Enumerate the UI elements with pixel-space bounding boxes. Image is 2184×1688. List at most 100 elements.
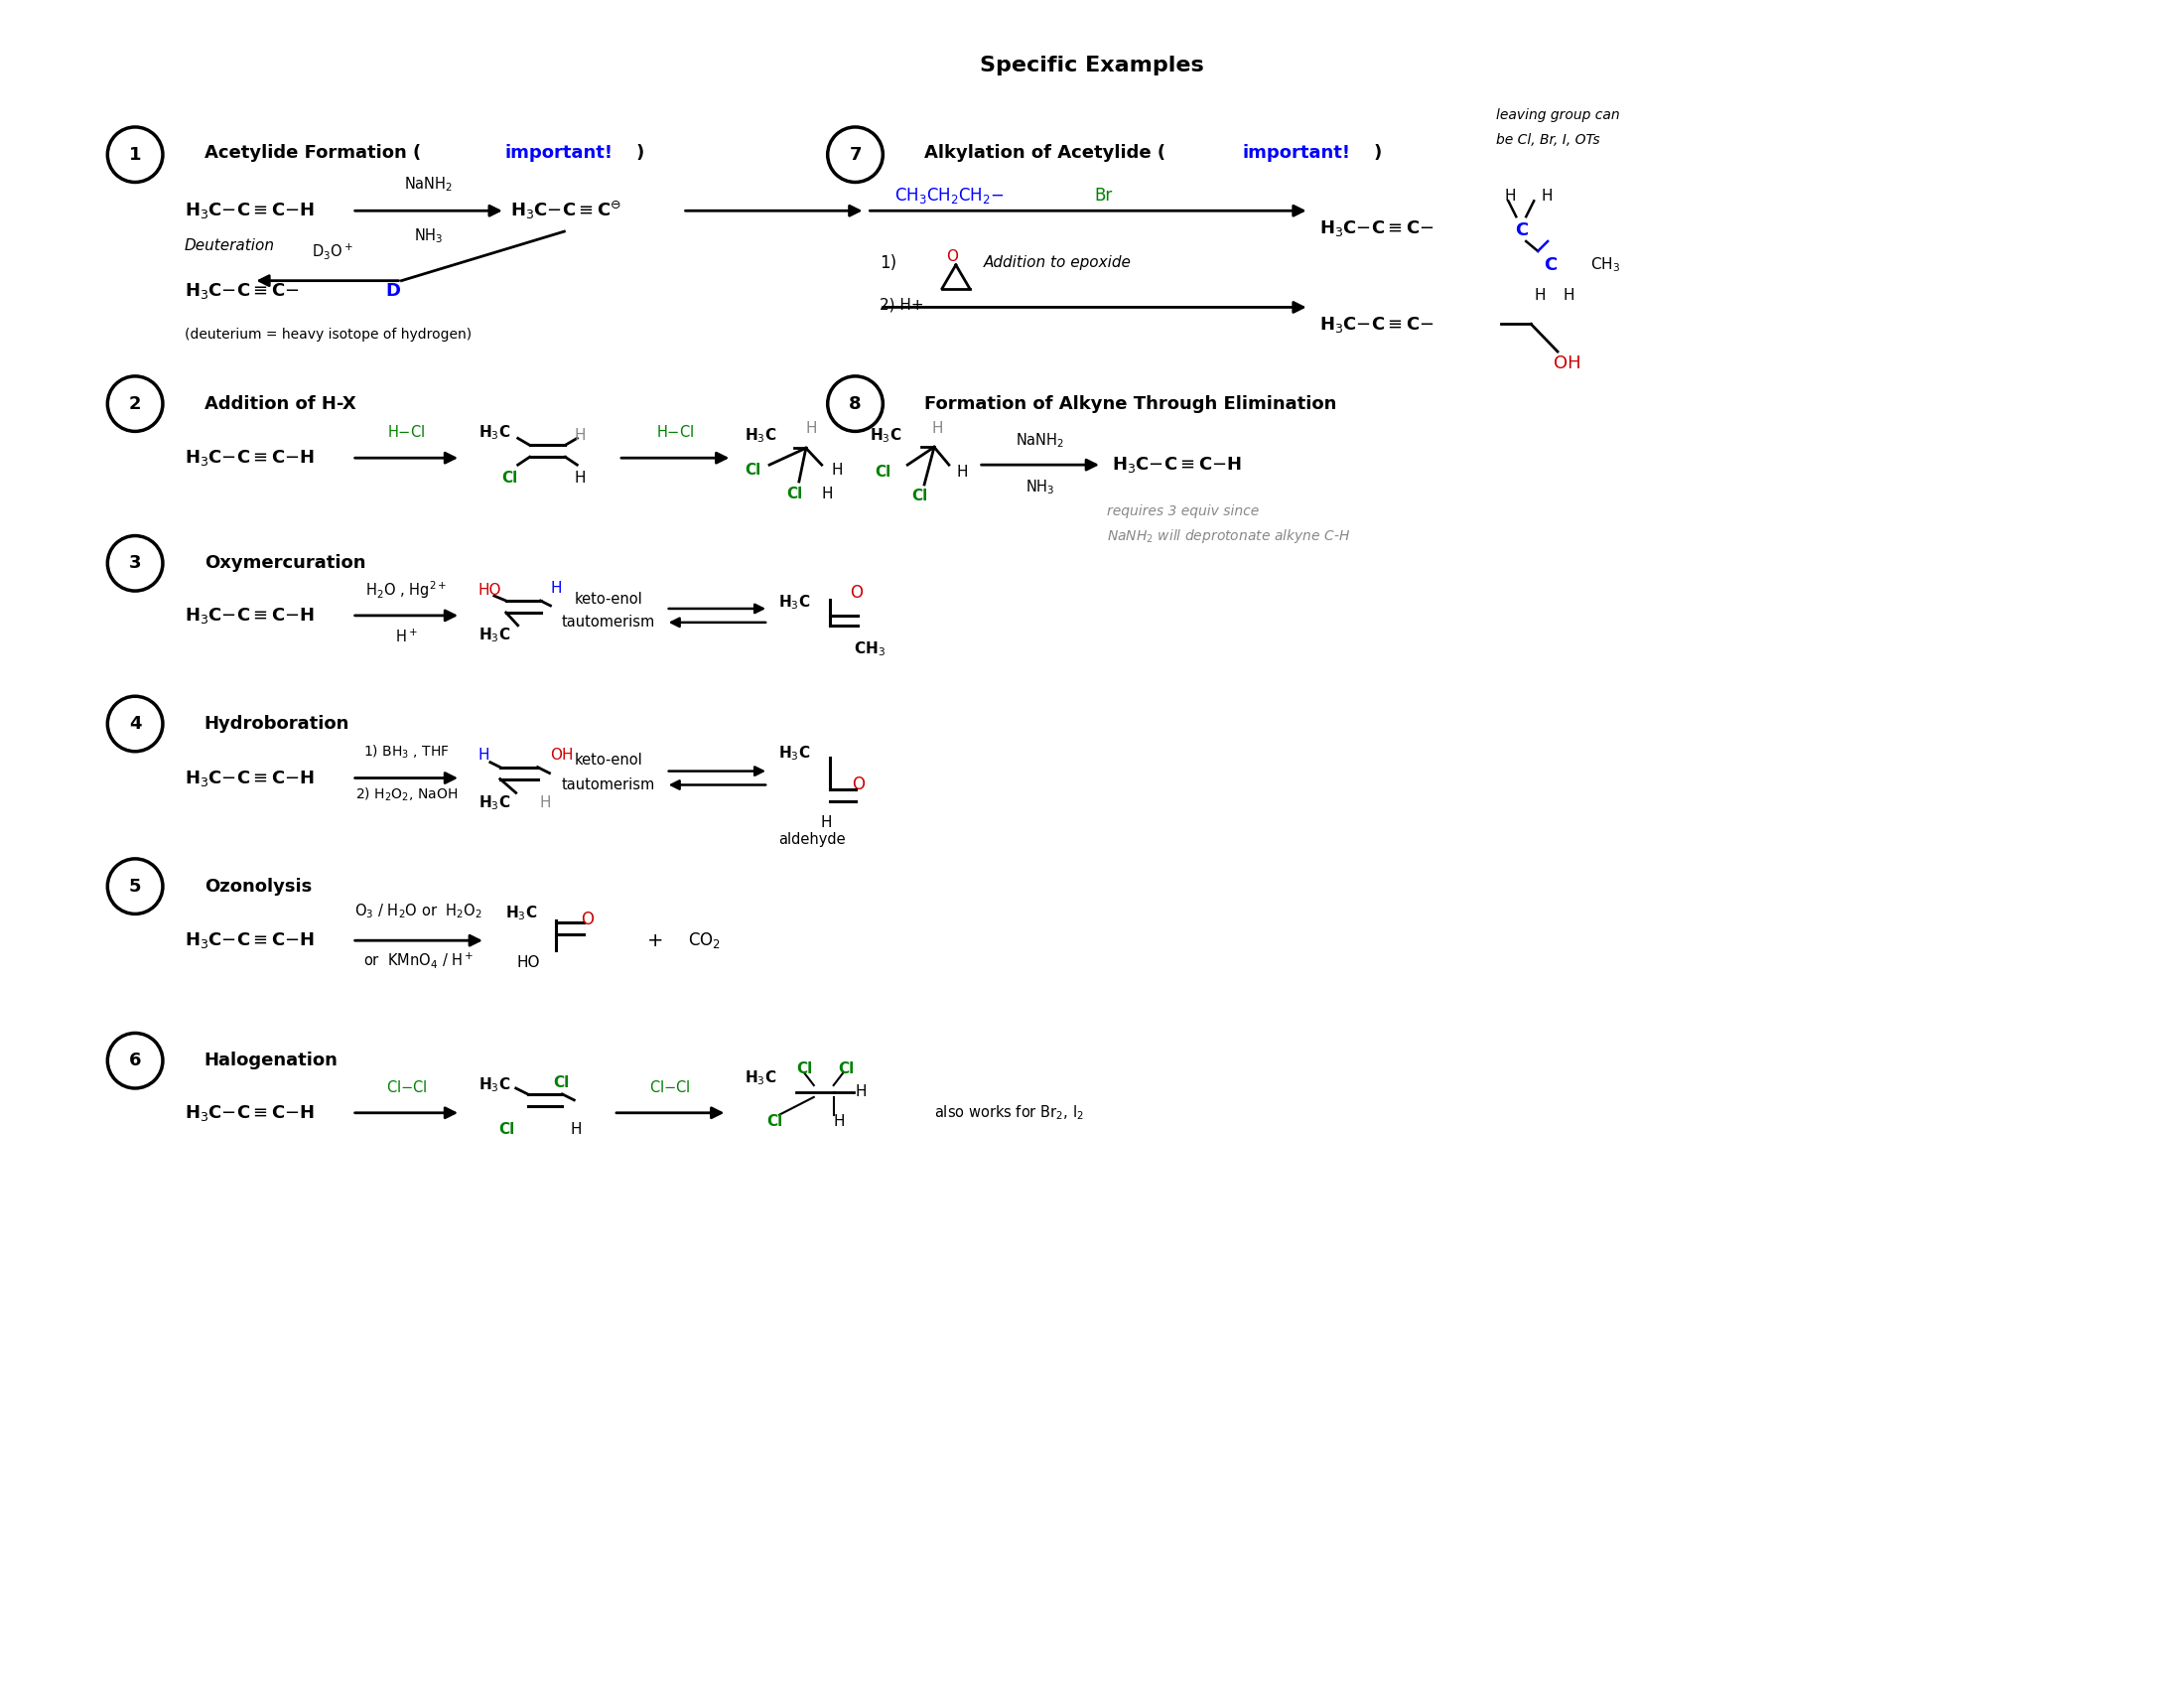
Text: Cl: Cl bbox=[911, 490, 928, 503]
Text: H$_3$C$-$C$\equiv$C$-$H: H$_3$C$-$C$\equiv$C$-$H bbox=[183, 606, 314, 626]
Text: tautomerism: tautomerism bbox=[561, 778, 655, 792]
Text: H$_3$C$-$C$\equiv$C$-$: H$_3$C$-$C$\equiv$C$-$ bbox=[1319, 218, 1433, 238]
Text: H: H bbox=[574, 427, 585, 442]
Text: 7: 7 bbox=[850, 145, 860, 164]
Text: Br: Br bbox=[1094, 187, 1112, 204]
Text: Cl: Cl bbox=[876, 464, 891, 479]
Text: H$_3$C: H$_3$C bbox=[505, 903, 537, 922]
Text: Cl: Cl bbox=[839, 1062, 854, 1075]
Text: also works for Br$_2$, I$_2$: also works for Br$_2$, I$_2$ bbox=[935, 1104, 1083, 1123]
Text: H$_3$C$-$C$\equiv$C$-$: H$_3$C$-$C$\equiv$C$-$ bbox=[183, 280, 299, 300]
Text: H: H bbox=[834, 1114, 845, 1129]
Text: Cl$-$Cl: Cl$-$Cl bbox=[649, 1079, 690, 1096]
Text: C: C bbox=[1544, 257, 1557, 273]
Text: 4: 4 bbox=[129, 716, 142, 733]
Text: H$_3$C: H$_3$C bbox=[778, 744, 810, 763]
Text: important!: important! bbox=[505, 143, 614, 162]
Text: Formation of Alkyne Through Elimination: Formation of Alkyne Through Elimination bbox=[924, 395, 1337, 414]
Text: CH$_3$: CH$_3$ bbox=[854, 640, 885, 658]
Text: H: H bbox=[821, 486, 832, 501]
Text: Oxymercuration: Oxymercuration bbox=[203, 554, 365, 572]
Text: HO: HO bbox=[518, 955, 539, 969]
Text: H$_3$C: H$_3$C bbox=[778, 594, 810, 613]
Text: H: H bbox=[856, 1085, 867, 1099]
Text: H$_3$C$-$C$\equiv$C$-$: H$_3$C$-$C$\equiv$C$-$ bbox=[1319, 316, 1433, 334]
Text: HO: HO bbox=[478, 582, 502, 598]
Text: Cl: Cl bbox=[500, 471, 518, 484]
Text: H: H bbox=[821, 815, 832, 830]
Text: H$_3$C$-$C$\equiv$C$-$H: H$_3$C$-$C$\equiv$C$-$H bbox=[183, 1102, 314, 1123]
Text: H$_3$C: H$_3$C bbox=[478, 424, 511, 442]
Text: H$_3$C$-$C$\equiv$C$^{\ominus}$: H$_3$C$-$C$\equiv$C$^{\ominus}$ bbox=[511, 199, 620, 221]
Text: O: O bbox=[852, 776, 865, 793]
Text: H$_3$C$-$C$\equiv$C$-$H: H$_3$C$-$C$\equiv$C$-$H bbox=[183, 201, 314, 221]
Text: ): ) bbox=[636, 143, 644, 162]
Text: O$_3$ / H$_2$O or  H$_2$O$_2$: O$_3$ / H$_2$O or H$_2$O$_2$ bbox=[354, 901, 483, 920]
Text: H: H bbox=[1542, 189, 1553, 204]
Text: tautomerism: tautomerism bbox=[561, 614, 655, 630]
Text: 1: 1 bbox=[129, 145, 142, 164]
Text: Addition to epoxide: Addition to epoxide bbox=[983, 255, 1131, 270]
Text: H: H bbox=[957, 464, 968, 479]
Text: requires 3 equiv since: requires 3 equiv since bbox=[1107, 505, 1258, 518]
Text: H: H bbox=[832, 463, 843, 478]
Text: 8: 8 bbox=[850, 395, 860, 414]
Text: H: H bbox=[570, 1123, 581, 1138]
Text: Acetylide Formation (: Acetylide Formation ( bbox=[203, 143, 422, 162]
Text: H$_2$O , Hg$^{2+}$: H$_2$O , Hg$^{2+}$ bbox=[365, 579, 448, 601]
Text: H$-$Cl: H$-$Cl bbox=[655, 424, 695, 441]
Text: O: O bbox=[850, 584, 863, 603]
Text: O: O bbox=[581, 912, 594, 928]
Text: H$-$Cl: H$-$Cl bbox=[387, 424, 426, 441]
Text: H: H bbox=[478, 748, 489, 763]
Text: H: H bbox=[574, 471, 585, 484]
Text: Hydroboration: Hydroboration bbox=[203, 716, 349, 733]
Text: H: H bbox=[1533, 289, 1546, 302]
Text: keto-enol: keto-enol bbox=[574, 753, 642, 768]
Text: Cl$-$Cl: Cl$-$Cl bbox=[387, 1079, 428, 1096]
Text: H$^+$: H$^+$ bbox=[395, 628, 417, 647]
Text: NH$_3$: NH$_3$ bbox=[1024, 478, 1055, 496]
Text: 1): 1) bbox=[880, 253, 898, 272]
Text: Alkylation of Acetylide (: Alkylation of Acetylide ( bbox=[924, 143, 1166, 162]
Text: Halogenation: Halogenation bbox=[203, 1052, 339, 1070]
Text: 5: 5 bbox=[129, 878, 142, 895]
Text: O: O bbox=[946, 250, 959, 265]
Text: be Cl, Br, I, OTs: be Cl, Br, I, OTs bbox=[1496, 133, 1601, 147]
Text: H$_3$C$-$C$\equiv$C$-$H: H$_3$C$-$C$\equiv$C$-$H bbox=[183, 447, 314, 468]
Text: Cl: Cl bbox=[767, 1114, 782, 1129]
Text: C: C bbox=[1514, 221, 1527, 240]
Text: +: + bbox=[646, 932, 664, 950]
Text: 1) BH$_3$ , THF: 1) BH$_3$ , THF bbox=[363, 744, 450, 761]
Text: Cl: Cl bbox=[498, 1123, 513, 1138]
Text: Deuteration: Deuteration bbox=[183, 238, 275, 253]
Text: H$_3$C$-$C$\equiv$C$-$H: H$_3$C$-$C$\equiv$C$-$H bbox=[1112, 454, 1243, 474]
Text: ): ) bbox=[1374, 143, 1380, 162]
Text: or  KMnO$_4$ / H$^+$: or KMnO$_4$ / H$^+$ bbox=[363, 950, 474, 971]
Text: H: H bbox=[539, 795, 550, 810]
Text: Cl: Cl bbox=[795, 1062, 812, 1075]
Text: 2: 2 bbox=[129, 395, 142, 414]
Text: Cl: Cl bbox=[786, 486, 802, 501]
Text: 3: 3 bbox=[129, 554, 142, 572]
Text: H: H bbox=[1505, 189, 1516, 204]
Text: Cl: Cl bbox=[745, 463, 760, 478]
Text: NaNH$_2$ will deprotonate alkyne C-H: NaNH$_2$ will deprotonate alkyne C-H bbox=[1107, 527, 1350, 545]
Text: Cl: Cl bbox=[553, 1075, 570, 1090]
Text: 6: 6 bbox=[129, 1052, 142, 1070]
Text: Ozonolysis: Ozonolysis bbox=[203, 878, 312, 895]
Text: Addition of H-X: Addition of H-X bbox=[203, 395, 356, 414]
Text: H: H bbox=[550, 581, 561, 596]
Text: NaNH$_2$: NaNH$_2$ bbox=[1016, 430, 1064, 449]
Text: H$_3$C: H$_3$C bbox=[478, 793, 511, 812]
Text: D$_3$O$^+$: D$_3$O$^+$ bbox=[312, 241, 354, 262]
Text: H: H bbox=[930, 420, 943, 436]
Text: (deuterium = heavy isotope of hydrogen): (deuterium = heavy isotope of hydrogen) bbox=[183, 327, 472, 341]
Text: H$_3$C: H$_3$C bbox=[478, 1075, 511, 1094]
Text: aldehyde: aldehyde bbox=[778, 832, 845, 846]
Text: CH$_3$: CH$_3$ bbox=[1590, 255, 1621, 273]
Text: H$_3$C$-$C$\equiv$C$-$H: H$_3$C$-$C$\equiv$C$-$H bbox=[183, 768, 314, 788]
Text: H$_3$C$-$C$\equiv$C$-$H: H$_3$C$-$C$\equiv$C$-$H bbox=[183, 930, 314, 950]
Text: H$_3$C: H$_3$C bbox=[869, 425, 902, 444]
Text: important!: important! bbox=[1243, 143, 1350, 162]
